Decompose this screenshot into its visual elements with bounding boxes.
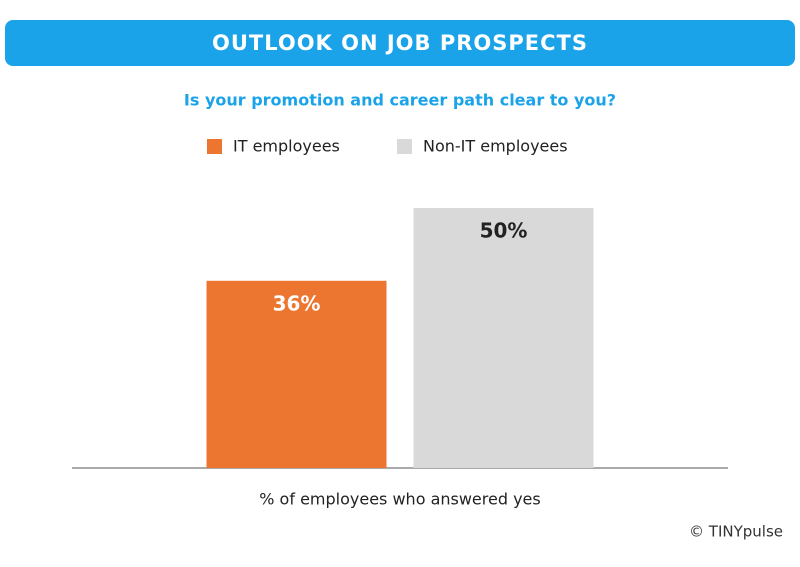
credit: © TINYpulse	[689, 523, 783, 541]
chart-subtitle: Is your promotion and career path clear …	[184, 91, 616, 110]
data-label: 36%	[273, 291, 321, 315]
legend-swatch	[397, 139, 412, 154]
x-axis-label: % of employees who answered yes	[259, 490, 540, 509]
header-bar	[5, 20, 795, 66]
data-label: 50%	[480, 219, 528, 243]
legend-swatch	[207, 139, 222, 154]
bar	[206, 280, 387, 468]
chart-title: OUTLOOK ON JOB PROSPECTS	[212, 31, 588, 55]
legend-label: IT employees	[233, 137, 340, 156]
bar	[413, 208, 594, 468]
legend-label: Non-IT employees	[423, 137, 568, 156]
